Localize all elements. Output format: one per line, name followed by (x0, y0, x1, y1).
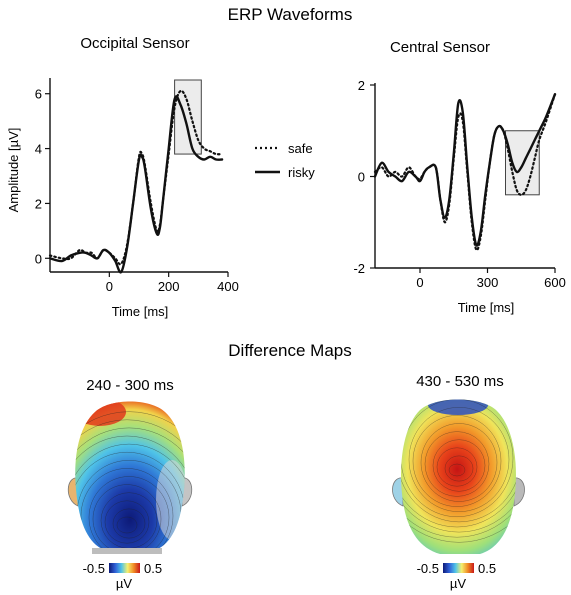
contour-line (420, 423, 498, 502)
colorbar-right-gradient (443, 563, 474, 573)
figure-title: ERP Waveforms (228, 5, 353, 24)
central-x-tick-label: 600 (544, 275, 566, 290)
contour-line (80, 468, 174, 552)
occipital-ylabel: Amplitude [µV] (6, 128, 21, 213)
central-series-risky (373, 93, 557, 247)
occipital-y-tick-label: 6 (35, 87, 42, 102)
map-left-title: 240 - 300 ms (86, 377, 174, 394)
colorbar-right-max: 0.5 (478, 561, 496, 576)
head-right-ear-left (392, 477, 404, 507)
contour-line (104, 500, 150, 544)
head-right-surface (401, 399, 516, 554)
map-right-title: 430 - 530 ms (416, 373, 504, 390)
contour-line (412, 415, 502, 507)
central-y-tick-label: -2 (353, 261, 365, 276)
central-x-tick-label: 300 (477, 275, 499, 290)
contour-line (401, 399, 516, 538)
difference-map-right: 430 - 530 ms (392, 373, 525, 554)
head-left-ear-left (67, 477, 79, 507)
contour-line (92, 484, 162, 552)
head-left-ear-right (181, 477, 193, 507)
contour-line (112, 508, 146, 539)
occipital-y-tick-label: 2 (35, 196, 42, 211)
contour-line (432, 439, 486, 492)
occipital-y-tick-label: 4 (35, 142, 42, 157)
legend-safe-label: safe (288, 141, 313, 156)
occipital-title: Occipital Sensor (80, 35, 189, 52)
legend-risky-label: risky (288, 165, 315, 180)
contour-line (116, 516, 138, 534)
legend: safe risky (255, 141, 315, 180)
colorbar-left-min: -0.5 (83, 561, 105, 576)
central-xlabel: Time [ms] (458, 300, 515, 315)
colorbar-left: -0.5 0.5 µV (83, 561, 162, 591)
colorbar-left-gradient (109, 563, 140, 573)
maps-title: Difference Maps (228, 341, 351, 360)
contour-line (75, 443, 185, 552)
contour-line (75, 411, 185, 552)
occipital-y-tick-label: 0 (35, 251, 42, 266)
head-right-ear-right (513, 477, 525, 507)
colorbar-right-min: -0.5 (417, 561, 439, 576)
central-chart: Central Sensor Time [ms] 0 300 600 -2 0 2 (353, 39, 565, 315)
colorbar-left-max: 0.5 (144, 561, 162, 576)
head-left-surface (75, 401, 185, 552)
contour-line (401, 399, 516, 543)
occipital-xlabel: Time [ms] (112, 304, 169, 319)
contour-line (75, 427, 185, 552)
occipital-x-tick-label: 400 (217, 279, 239, 294)
contour-line (448, 463, 466, 477)
occipital-x-tick-label: 0 (106, 279, 113, 294)
difference-map-left: 240 - 300 ms (67, 377, 193, 554)
occipital-x-tick-label: 200 (158, 279, 180, 294)
contour-line (401, 399, 514, 518)
occipital-series-risky (48, 95, 224, 274)
central-title: Central Sensor (390, 39, 490, 56)
occipital-highlight-box (174, 79, 202, 155)
colorbar-left-unit: µV (116, 576, 132, 591)
contour-line (401, 399, 516, 523)
central-y-tick-label: 2 (358, 78, 365, 93)
contour-line (424, 431, 490, 497)
contour-line (436, 447, 478, 487)
occipital-chart: Occipital Sensor Amplitude [µV] Time [ms… (6, 35, 239, 319)
contour-line (75, 419, 185, 552)
contour-line (75, 435, 185, 552)
contour-line (444, 455, 474, 482)
contour-line (75, 451, 185, 552)
colorbar-right-unit: µV (450, 576, 466, 591)
contour-line (88, 476, 170, 552)
head-left-base (92, 548, 162, 554)
colorbar-right: -0.5 0.5 µV (417, 561, 496, 591)
contour-line (408, 407, 510, 512)
central-x-tick-label: 0 (416, 275, 423, 290)
central-y-tick-label: 0 (358, 170, 365, 185)
contour-line (401, 399, 516, 533)
contour-line (401, 399, 516, 528)
